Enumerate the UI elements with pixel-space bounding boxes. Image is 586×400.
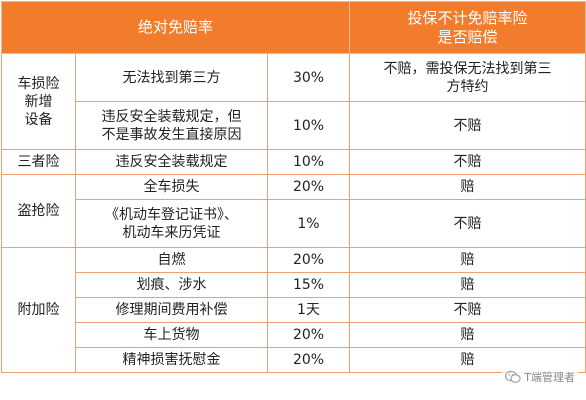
- deductible-rate: 20%: [266, 322, 351, 348]
- table-row: 车损险 新增 设备 无法找到第三方 30% 不赔，需投保无法找到第三 方特约: [1, 53, 586, 150]
- watermark: T端管理者: [502, 368, 578, 386]
- deductible-condition: 违反安全装载规定，但 不是事故发生直接原因: [75, 101, 268, 150]
- deductible-condition: 修理期间费用补偿: [75, 297, 268, 323]
- deductible-condition: 无法找到第三方: [75, 53, 268, 102]
- insurance-deductible-table: 绝对免赔率 投保不计免赔率险 是否赔偿 车损险 新增 设备 无法找到第三方 30% 不赔，…: [0, 1, 586, 373]
- category-line: 车损险: [17, 75, 60, 92]
- compensation: 赔: [349, 272, 586, 298]
- condition-line: 违反安全装载规定: [115, 154, 228, 170]
- deductible-condition: 划痕、涉水: [75, 272, 268, 298]
- table-row: 附加险 自燃 20% 赔: [1, 247, 586, 373]
- header-compensation: 投保不计免赔率险 是否赔偿: [349, 1, 586, 54]
- condition-line: 机动车来历凭证: [122, 224, 221, 241]
- category-line: 三者险: [17, 154, 60, 170]
- compensation: 不赔: [349, 297, 586, 323]
- compensation-line: 赔: [460, 179, 475, 195]
- deductible-rate: 10%: [266, 101, 351, 150]
- condition-line: 《机动车登记证书》、: [105, 206, 238, 223]
- table-row: 修理期间费用补偿 1天 不赔: [2, 297, 586, 323]
- header-row: 绝对免赔率 投保不计免赔率险 是否赔偿: [0, 1, 586, 54]
- condition-line: 自燃: [157, 252, 186, 268]
- compensation: 不赔，需投保无法找到第三 方特约: [349, 53, 586, 102]
- compensation-line: 赔: [460, 252, 475, 268]
- compensation-line: 不赔: [453, 215, 482, 232]
- compensation: 赔: [349, 174, 586, 200]
- table-row: 盗抢险 全车损失 20% 赔: [1, 174, 586, 248]
- compensation-line: 赔: [460, 352, 475, 368]
- deductible-condition: 全车损失: [75, 174, 268, 200]
- condition-line: 修理期间费用补偿: [115, 302, 228, 318]
- deductible-condition: 违反安全装载规定: [75, 149, 268, 175]
- header-compensation-line2: 是否赔偿: [437, 27, 498, 46]
- compensation: 不赔: [349, 101, 586, 150]
- condition-line: 违反安全装载规定，但: [101, 108, 242, 125]
- condition-line: 划痕、涉水: [136, 277, 207, 293]
- condition-line: 车上货物: [143, 327, 200, 343]
- table-row: 划痕、涉水 15% 赔: [2, 272, 586, 298]
- deductible-condition: 《机动车登记证书》、 机动车来历凭证: [75, 199, 268, 248]
- deductible-rate: 20%: [266, 174, 351, 200]
- compensation: 不赔: [349, 199, 586, 248]
- table-body: 车损险 新增 设备 无法找到第三方 30% 不赔，需投保无法找到第三 方特约 违反安全装载规定…: [1, 53, 586, 373]
- insurance-category: 车损险 新增 设备: [1, 53, 76, 150]
- deductible-rate: 30%: [266, 53, 351, 102]
- compensation-line: 不赔: [453, 117, 482, 134]
- compensation-line: 方特约: [446, 78, 489, 95]
- deductible-condition: 自燃: [75, 247, 268, 273]
- insurance-category: 三者险: [1, 149, 76, 175]
- compensation-line: 赔: [460, 327, 475, 343]
- deductible-rate: 20%: [266, 347, 351, 373]
- table-row: 《机动车登记证书》、 机动车来历凭证 1% 不赔: [2, 199, 586, 248]
- category-line: 新增: [24, 93, 53, 110]
- compensation-line: 不赔: [453, 154, 482, 170]
- header-compensation-line1: 投保不计免赔率险: [407, 8, 528, 27]
- insurance-category: 盗抢险: [1, 174, 76, 248]
- compensation: 赔: [349, 247, 586, 273]
- table-row: 三者险 违反安全装载规定 10% 不赔: [1, 149, 586, 175]
- condition-line: 精神损害抚慰金: [122, 352, 221, 368]
- category-line: 盗抢险: [17, 203, 60, 219]
- table-row: 精神损害抚慰金 20% 赔: [2, 347, 586, 373]
- compensation-line: 赔: [460, 277, 475, 293]
- condition-line: 全车损失: [143, 179, 200, 195]
- wechat-icon: [505, 370, 521, 384]
- table-row: 车上货物 20% 赔: [2, 322, 586, 348]
- watermark-text: T端管理者: [524, 371, 575, 384]
- compensation: 不赔: [349, 149, 586, 175]
- table-row: 违反安全装载规定，但 不是事故发生直接原因 10% 不赔: [2, 101, 586, 150]
- deductible-rate: 1%: [266, 199, 351, 248]
- compensation-line: 不赔，需投保无法找到第三: [383, 60, 552, 77]
- deductible-rate: 1天: [266, 297, 351, 323]
- category-line: 设备: [24, 111, 53, 128]
- deductible-condition: 精神损害抚慰金: [75, 347, 268, 373]
- compensation-line: 不赔: [453, 302, 482, 318]
- condition-line: 不是事故发生直接原因: [101, 126, 242, 143]
- deductible-rate: 15%: [266, 272, 351, 298]
- deductible-condition: 车上货物: [75, 322, 268, 348]
- insurance-category: 附加险: [1, 247, 76, 373]
- condition-line: 无法找到第三方: [122, 69, 221, 86]
- deductible-rate: 20%: [266, 247, 351, 273]
- category-line: 附加险: [17, 302, 60, 318]
- header-deductible-rate: 绝对免赔率: [0, 1, 351, 54]
- compensation: 赔: [349, 322, 586, 348]
- deductible-rate: 10%: [266, 149, 351, 175]
